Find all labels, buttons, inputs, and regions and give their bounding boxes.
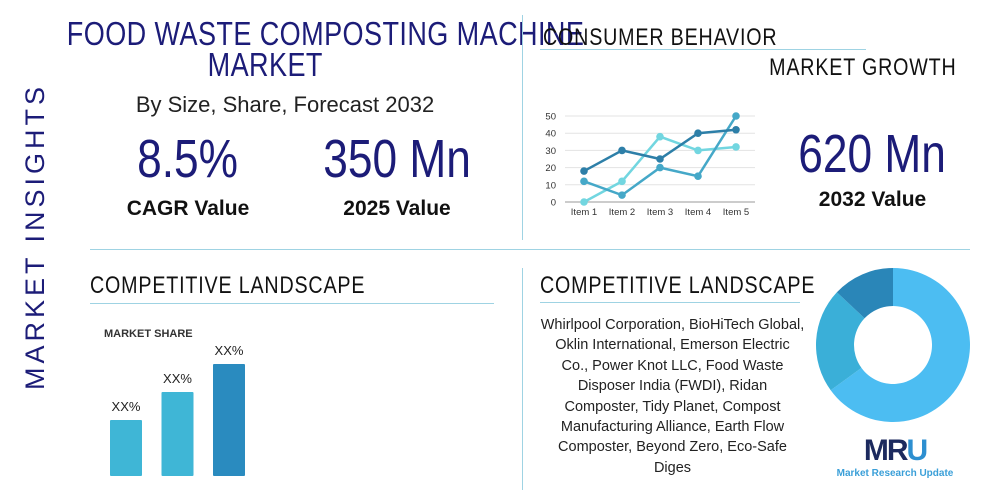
data-point [618, 146, 626, 155]
y-tick-label: 0 [551, 198, 556, 209]
divider [540, 302, 800, 303]
bar-chart: XX% XX% XX% [110, 343, 245, 476]
donut-slice [836, 268, 893, 319]
page-title: FOOD WASTE COMPOSTING MACHINE MARKET [66, 15, 585, 83]
bar-label: XX% [215, 343, 244, 358]
data-point [694, 129, 702, 137]
data-point [656, 132, 664, 141]
data-point [618, 177, 626, 186]
bar [161, 392, 194, 476]
x-tick-label: Item 3 [647, 207, 673, 218]
label-2025: 2025 Value [343, 197, 451, 220]
data-point [694, 146, 702, 155]
label-2032: 2032 Value [818, 188, 927, 211]
divider [90, 249, 970, 250]
data-point [580, 177, 588, 186]
y-tick-label: 40 [545, 129, 556, 140]
y-tick-label: 50 [545, 112, 556, 123]
consumer-behavior-heading: CONSUMER BEHAVIOR [543, 24, 778, 51]
swot-weaknesses: Weaknesses [411, 353, 486, 370]
bar [110, 420, 142, 476]
swot-threats: Threats [426, 436, 471, 453]
data-point [580, 167, 588, 175]
side-label: MARKET INSIGHTS [20, 82, 50, 390]
cagr-label: CAGR Value [126, 197, 250, 220]
line-chart: 0 10 20 30 40 50 Item 1 Item 2 Item 3 Item 4 Item … [545, 112, 755, 218]
swot-opportunities: Opportunities [298, 436, 377, 453]
x-tick-label: Item 5 [723, 207, 749, 218]
market-growth-heading: MARKET GROWTH [769, 54, 957, 81]
y-tick-label: 10 [545, 180, 556, 191]
data-point [580, 198, 588, 206]
data-point [732, 112, 740, 120]
bar-label: XX% [112, 399, 141, 414]
subtitle: By Size, Share, Forecast 2032 [135, 92, 435, 117]
divider [540, 49, 866, 50]
divider [522, 268, 523, 490]
value-2025: 350 Mn [323, 129, 471, 189]
market-share-label: MARKET SHARE [104, 328, 193, 340]
bar-label: XX% [163, 371, 192, 386]
value-2032: 620 Mn [798, 124, 947, 184]
y-tick-label: 20 [545, 163, 556, 174]
x-tick-label: Item 1 [571, 207, 597, 218]
cagr-value: 8.5% [137, 129, 239, 189]
data-point [656, 163, 664, 172]
company-list: Whirlpool Corporation, BioHiTech Global,… [540, 317, 805, 476]
competitive-landscape-heading: COMPETITIVE LANDSCAPE [90, 272, 366, 299]
donut-slice [816, 292, 865, 391]
data-point [694, 172, 702, 180]
data-point [732, 125, 740, 134]
x-tick-label: Item 2 [609, 207, 635, 218]
data-point [656, 155, 664, 163]
bar [213, 364, 245, 476]
divider [90, 303, 494, 304]
swot-strengths: Strengths [309, 353, 366, 370]
donut-chart [816, 268, 970, 422]
logo: MRU Market Research Update [836, 434, 954, 480]
competitive-landscape-heading-right: COMPETITIVE LANDSCAPE [540, 272, 816, 299]
y-tick-label: 30 [545, 146, 556, 157]
data-point [618, 191, 626, 199]
divider [522, 15, 523, 240]
donut-slice [830, 268, 970, 422]
x-tick-label: Item 4 [685, 207, 711, 218]
data-point [732, 143, 740, 151]
